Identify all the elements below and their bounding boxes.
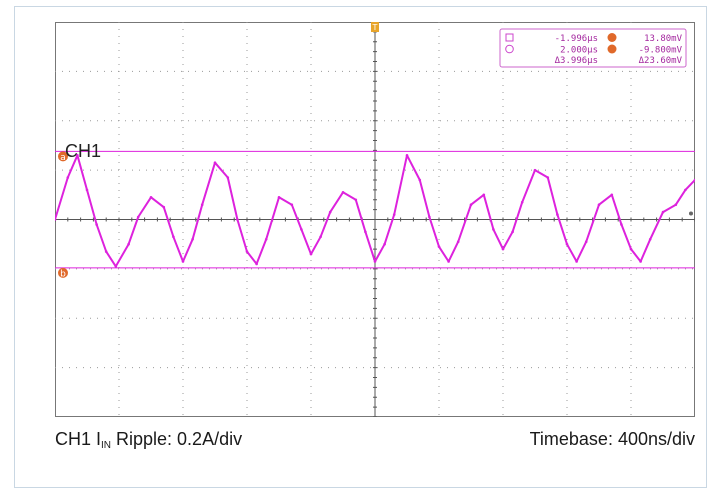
cursor-b-marker-label: b [60,269,66,279]
waveform-point [341,191,345,194]
waveform-point [693,178,695,182]
waveform-point [55,218,57,221]
waveform-point [556,213,559,216]
readout-vb: -9.800mV [639,46,683,56]
waveform-point [533,168,537,172]
waveform-point [226,176,230,179]
waveform-point [76,154,79,157]
waveform-point [565,242,569,246]
cursor-readout-box [499,28,687,68]
waveform-point [181,260,185,263]
waveform-point [428,215,431,219]
waveform-point [66,176,70,179]
waveform-point [482,193,486,197]
caption-channel-subscript: IN [101,440,112,451]
caption-channel-scale: Ripple: 0.2A/div [111,429,243,449]
cursor-a-marker-label: a [60,153,66,163]
waveform-point [639,260,642,263]
waveform-point [309,252,313,256]
waveform-point [277,195,281,199]
waveform-point [520,200,524,204]
waveform-point [114,265,118,268]
trigger-marker-label: T [372,23,378,32]
readout-delta-t: Δ3.996µs [555,56,598,66]
waveform-point [200,203,204,206]
cursor-1-icon [505,33,514,42]
waveform-point [373,260,377,263]
waveform-point [383,242,386,246]
waveform-point [364,230,367,234]
waveform-point [319,235,322,239]
waveform-point [95,223,98,226]
channel-label: CH1 [65,141,101,161]
waveform-point [264,237,268,241]
waveform-point [236,218,239,221]
waveform-point [610,193,614,197]
waveform-point [255,262,258,266]
caption-timebase: Timebase: 400ns/div [529,429,695,449]
waveform-point [684,188,687,192]
cursor-a-marker [58,151,68,162]
cursor-b-badge [607,44,617,54]
waveform-point [172,235,175,239]
waveform-point [648,237,652,241]
waveform-point [501,247,505,251]
waveform-point [469,203,473,206]
channel-offset-marker [689,211,693,216]
waveform-point [149,195,153,199]
waveform-point [511,230,514,234]
waveform-point [629,247,633,251]
waveform-point [300,228,303,231]
waveform-point [447,260,450,263]
waveform-point [584,240,588,244]
cursor-a-badge [607,33,617,42]
trigger-marker [371,22,379,32]
waveform-point [354,198,358,202]
caption-channel-prefix: CH1 I [55,429,102,449]
waveform-point [456,240,460,244]
waveform-point [437,245,441,248]
waveform-point [162,205,166,209]
cursor-2-icon [505,44,514,54]
waveform-point [213,161,217,165]
waveform-point [405,154,409,157]
waveform-point [290,203,294,206]
waveform-point [136,215,140,219]
readout-t1: -1.996µs [555,34,598,44]
waveform-point [245,250,249,253]
readout-delta-v: Δ23.60mV [639,56,683,66]
waveform-point [620,223,623,226]
cursor-b-marker [58,267,68,278]
waveform-point [661,210,665,214]
waveform-point [191,237,194,241]
waveform-point [418,178,422,182]
waveform-point [597,203,601,206]
readout-t2: 2.000µs [560,46,598,56]
waveform-point [127,242,130,246]
figure-frame: a b T CH1 -1.996µs 2.000µs Δ3.996µs 13.80mV -9.8… [14,6,707,488]
waveform-point [546,176,550,179]
waveform-point [392,213,396,216]
waveform-point [575,260,578,263]
caption-channel: CH1 IIN Ripple: 0.2A/div [55,429,242,451]
waveform-point [492,228,495,231]
waveform-point [674,203,678,206]
waveform-point [328,210,332,214]
waveform-point [104,250,108,253]
waveform-point [85,188,89,192]
readout-va: 13.80mV [644,34,683,44]
